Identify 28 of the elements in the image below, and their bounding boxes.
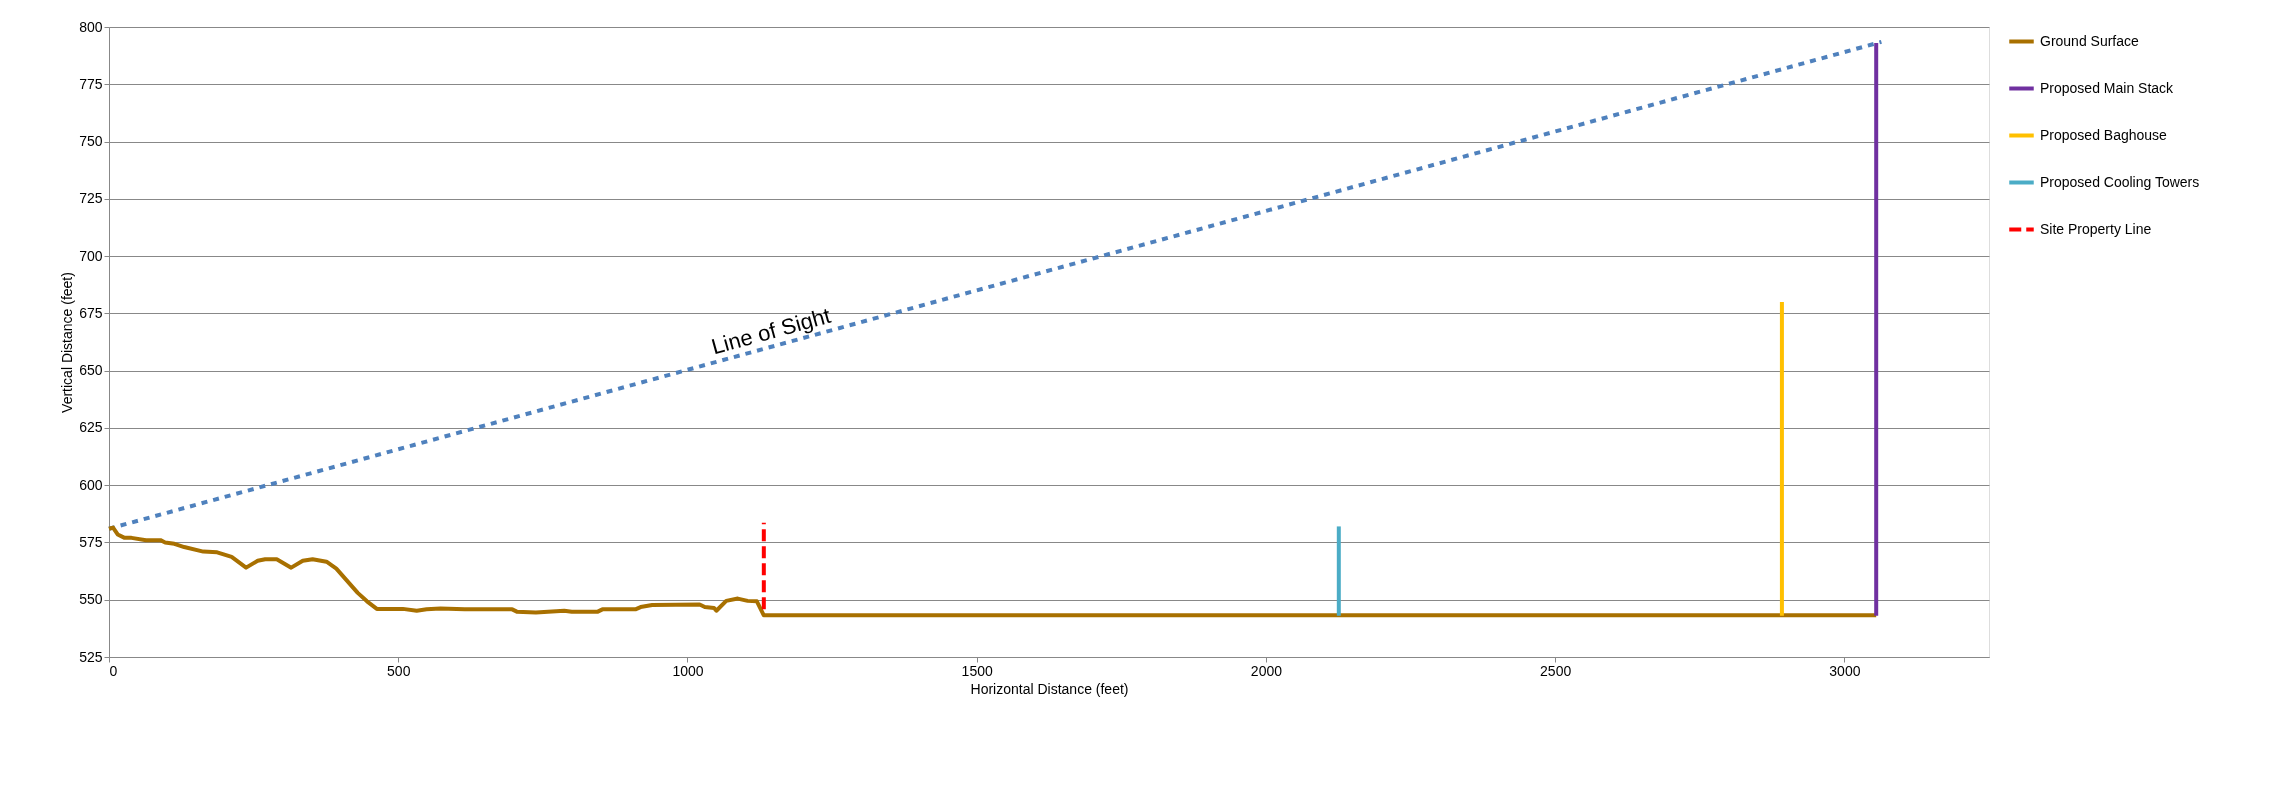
legend-label: Proposed Baghouse: [2040, 126, 2168, 143]
y-axis-title: Vertical Distance (feet): [59, 272, 76, 413]
x-tick-label: 2000: [1250, 662, 1283, 679]
line-series: [107, 525, 1879, 618]
x-tick-label: 3000: [1829, 662, 1861, 679]
legend-label: Proposed Main Stack: [2040, 79, 2175, 96]
x-tick-label: 1000: [672, 662, 704, 679]
y-tick-label: 600: [79, 476, 103, 493]
x-tick-label: 0: [109, 662, 118, 679]
y-tick-label: 550: [79, 591, 103, 608]
y-tick-label: 625: [79, 419, 103, 436]
y-tick-label: 725: [79, 190, 103, 207]
legend-label: Ground Surface: [2040, 32, 2140, 49]
y-tick-label: 675: [79, 304, 103, 321]
y-tick-label: 650: [79, 362, 103, 379]
y-tick-label: 575: [79, 533, 103, 550]
legend-label: Proposed Cooling Towers: [2040, 173, 2200, 190]
x-tick-label: 2500: [1540, 662, 1572, 679]
x-tick-label: 500: [387, 662, 411, 679]
y-tick-label: 800: [79, 18, 103, 35]
annotation: Line of Sight: [708, 302, 834, 360]
x-axis-title: Horizontal Distance (feet): [970, 680, 1129, 697]
x-tick-label: 1500: [961, 662, 993, 679]
y-tick-label: 750: [79, 133, 103, 150]
legend-label: Site Property Line: [2040, 220, 2152, 237]
y-tick-label: 525: [79, 648, 103, 665]
y-tick-label: 700: [79, 247, 103, 264]
y-tick-label: 775: [79, 75, 103, 92]
